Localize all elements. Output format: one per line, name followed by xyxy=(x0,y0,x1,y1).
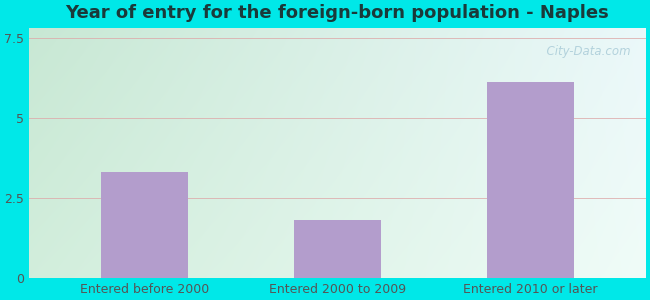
Bar xyxy=(294,220,381,278)
Text: City-Data.com: City-Data.com xyxy=(539,45,630,58)
Bar xyxy=(101,172,188,278)
Title: Year of entry for the foreign-born population - Naples: Year of entry for the foreign-born popul… xyxy=(66,4,609,22)
Bar xyxy=(487,82,573,278)
